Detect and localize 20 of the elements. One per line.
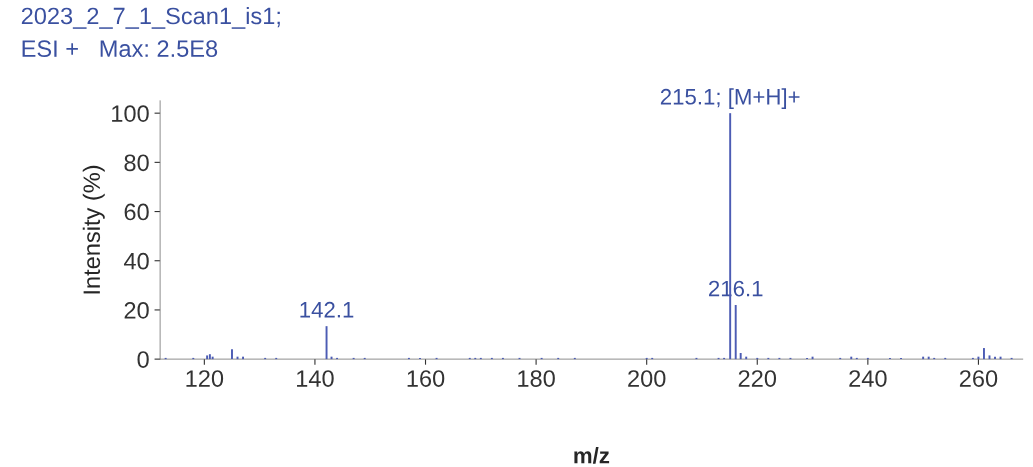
y-tick-label: 80: [124, 154, 149, 172]
y-tick-label: 0: [137, 351, 149, 368]
y-axis-title: Intensity (%): [82, 165, 105, 294]
chart-title: 2023_2_7_1_Scan1_is1;: [21, 7, 280, 29]
x-tick-label: 240: [849, 370, 887, 387]
x-axis-title: m/z: [574, 447, 610, 464]
y-tick-label: 100: [112, 105, 149, 122]
y-tick-label: 40: [123, 252, 149, 270]
y-tick-label: 60: [124, 203, 149, 221]
x-tick-label: 160: [407, 370, 445, 387]
y-tick-label: 20: [124, 302, 149, 319]
annotation: 215.1; [M+H]+: [660, 88, 800, 109]
chart-subtitle: ESI + Max: 2.5E8: [22, 40, 218, 58]
annotation: 142.1: [300, 301, 354, 318]
x-tick-label: 180: [518, 370, 555, 387]
x-tick-label: 220: [738, 370, 777, 387]
x-tick-label: 260: [959, 370, 998, 387]
x-tick-label: 200: [628, 370, 666, 387]
x-tick-label: 120: [186, 370, 224, 387]
x-tick-label: 140: [297, 370, 334, 387]
